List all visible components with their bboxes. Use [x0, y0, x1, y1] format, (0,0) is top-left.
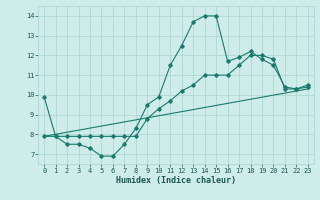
X-axis label: Humidex (Indice chaleur): Humidex (Indice chaleur) [116, 176, 236, 185]
